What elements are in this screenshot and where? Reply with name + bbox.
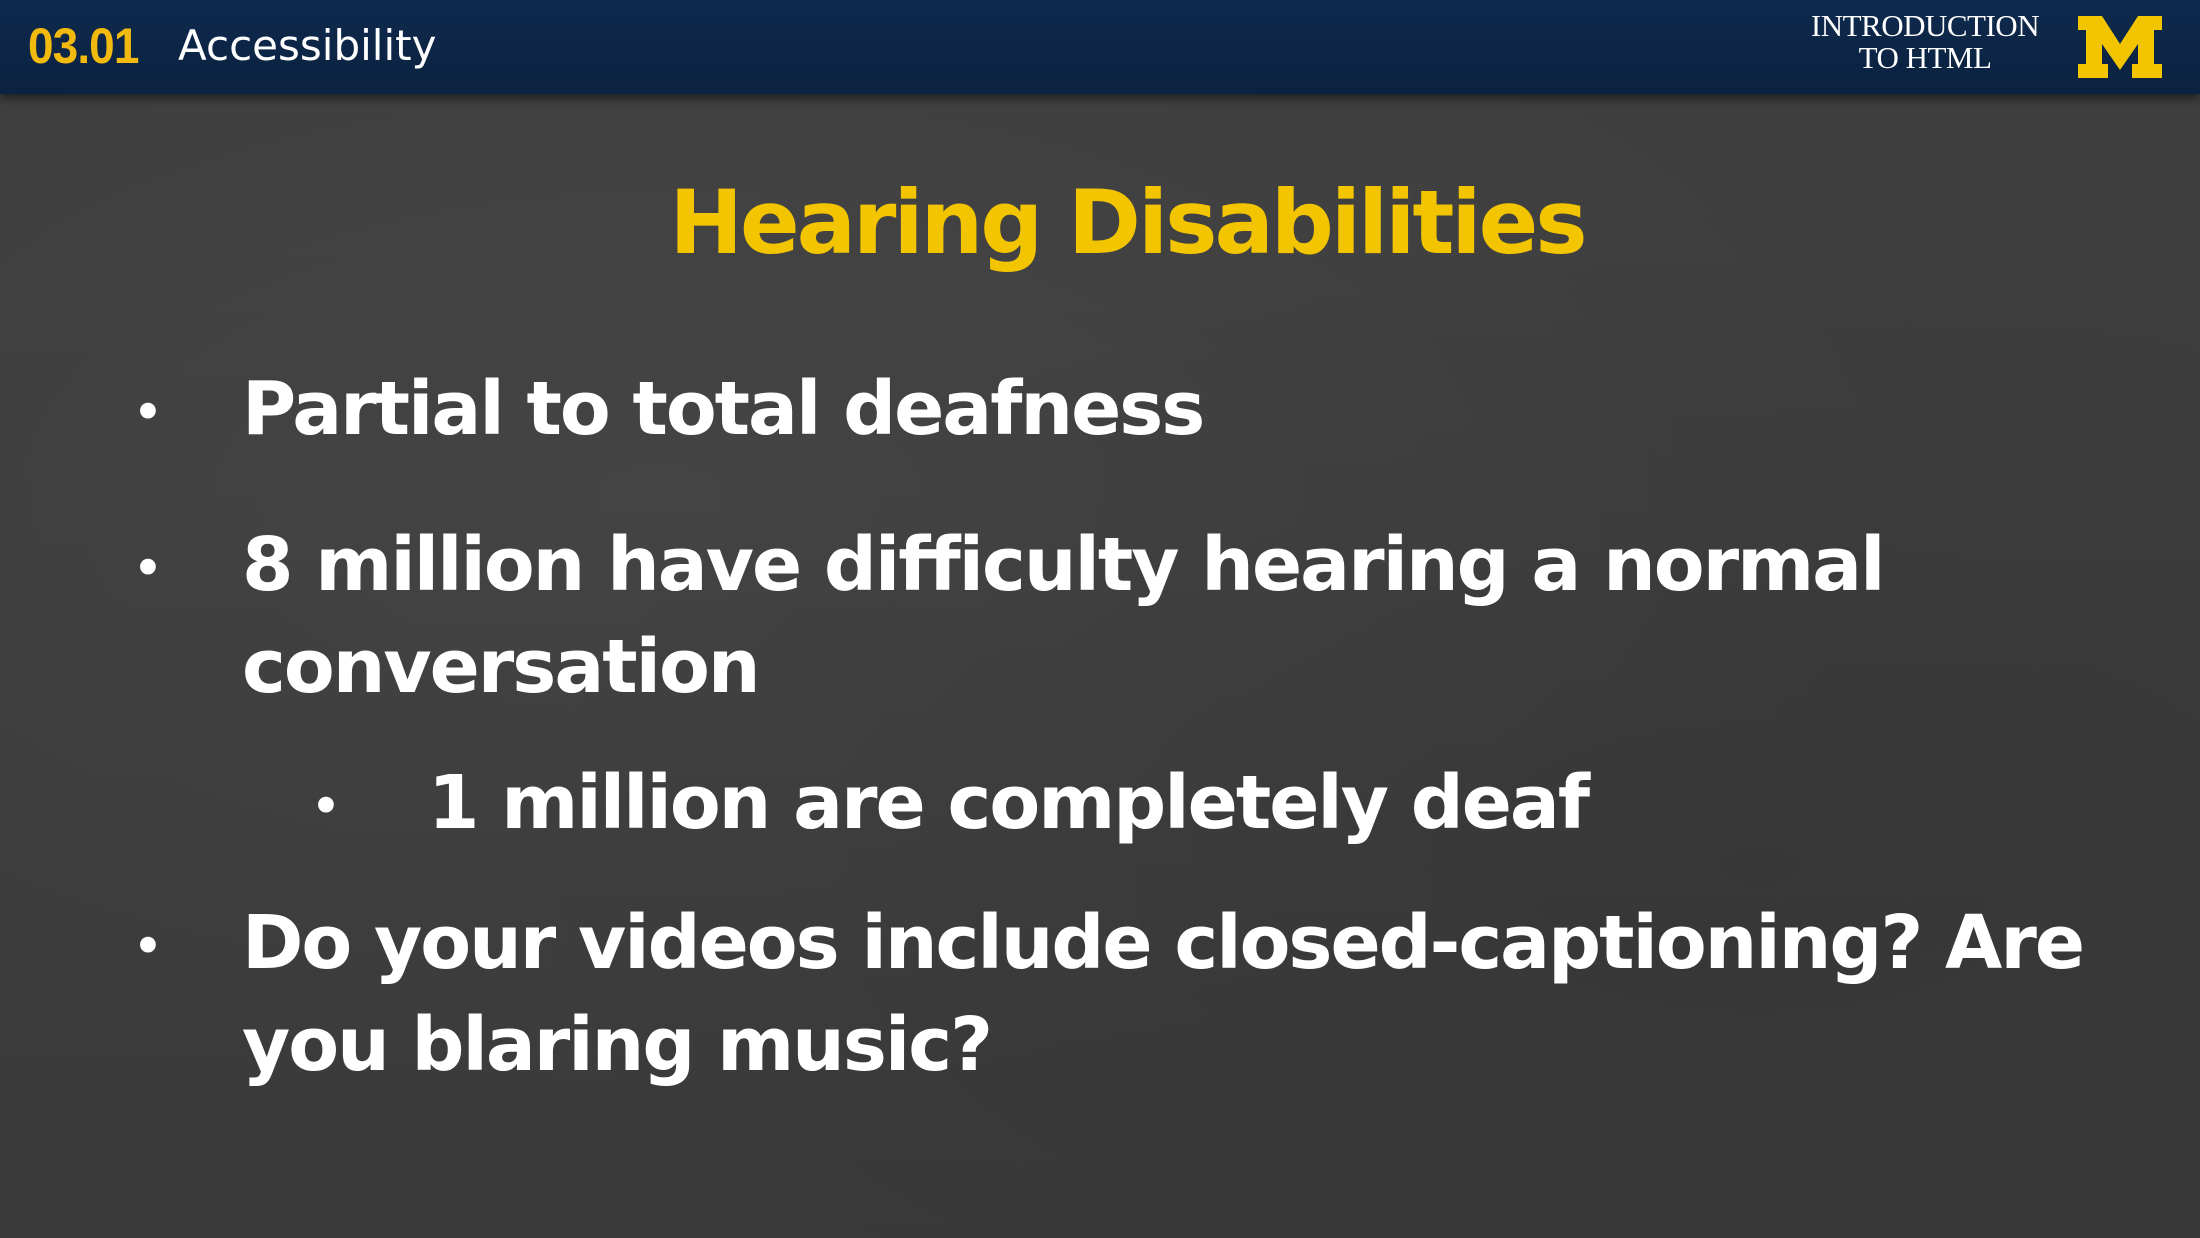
bullet-line: Do your videos include closed-captioning… — [242, 900, 2085, 986]
bullet-dot: • — [132, 381, 164, 444]
bullet-item: Do your videos include closed-captioning… — [242, 892, 2085, 1096]
course-title-line-2: TO HTML — [1858, 40, 1992, 75]
bullet-line: you blaring music? — [242, 1002, 993, 1088]
bullet-item: 8 million have difficulty hearing a norm… — [242, 514, 1885, 718]
sub-bullet-item: 1 million are completely deaf — [428, 752, 1590, 854]
course-title-line-1: INTRODUCTION — [1810, 8, 2040, 43]
sub-bullet-dot: • — [310, 775, 342, 838]
bullet-line: 1 million are completely deaf — [428, 760, 1590, 846]
block-m-logo-icon — [2078, 16, 2162, 78]
bullet-item: Partial to total deafness — [242, 358, 1205, 460]
lesson-number: 03.01 — [28, 18, 139, 74]
bullet-dot: • — [132, 537, 164, 600]
bullet-dot: • — [132, 915, 164, 978]
bullet-line: 8 million have difficulty hearing a norm… — [242, 522, 1885, 608]
slide-title: Hearing Disabilities — [669, 171, 1587, 274]
course-title: INTRODUCTION TO HTML — [1790, 10, 2060, 74]
lesson-title: Accessibility — [178, 21, 437, 70]
bullet-line: Partial to total deafness — [242, 366, 1205, 452]
bullet-line: conversation — [242, 624, 761, 710]
header-bar: 03.01 Accessibility INTRODUCTION TO HTML — [0, 0, 2200, 94]
